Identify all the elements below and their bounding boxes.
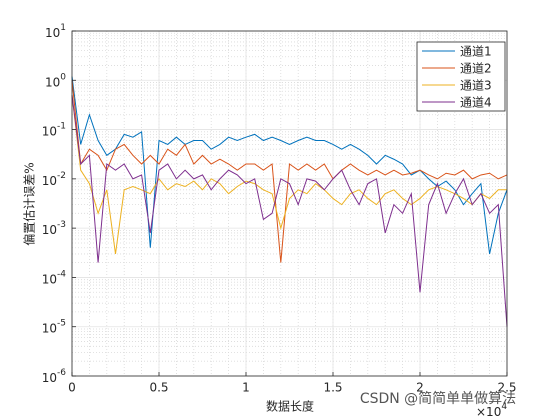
- x-tick-label: 2.5: [497, 381, 516, 395]
- y-tick-label: 101: [45, 23, 66, 40]
- plot-area: [71, 76, 508, 327]
- legend-label: 通道1: [460, 45, 492, 59]
- legend-label: 通道4: [460, 96, 492, 110]
- y-axis-label: 偏置估计误差%: [22, 162, 37, 245]
- x-axis-label: 数据长度: [266, 399, 314, 414]
- y-tick-label: 10-6: [42, 368, 67, 385]
- y-tick-label: 100: [45, 72, 66, 89]
- y-tick-label: 10-1: [42, 121, 66, 138]
- x-tick-label: 0: [68, 381, 76, 395]
- y-tick-label: 10-3: [42, 220, 66, 237]
- y-tick-label: 10-2: [42, 170, 66, 187]
- y-tick-label: 10-5: [42, 318, 66, 335]
- legend-label: 通道3: [460, 79, 492, 93]
- y-tick-label: 10-4: [42, 269, 67, 286]
- legend-label: 通道2: [460, 62, 492, 76]
- watermark: CSDN @简简单单做算法: [360, 390, 516, 407]
- series-line: [71, 95, 508, 327]
- series-line: [71, 80, 508, 263]
- axes-box: [71, 30, 508, 377]
- x-tick-label: 0.5: [149, 381, 168, 395]
- series-line: [71, 76, 508, 255]
- x-tick-label: 2: [416, 381, 424, 395]
- x-tick-label: 1: [242, 381, 250, 395]
- legend-box: [416, 41, 506, 112]
- x-tick-label: 1.5: [323, 381, 342, 395]
- x-multiplier: ×104: [476, 402, 507, 419]
